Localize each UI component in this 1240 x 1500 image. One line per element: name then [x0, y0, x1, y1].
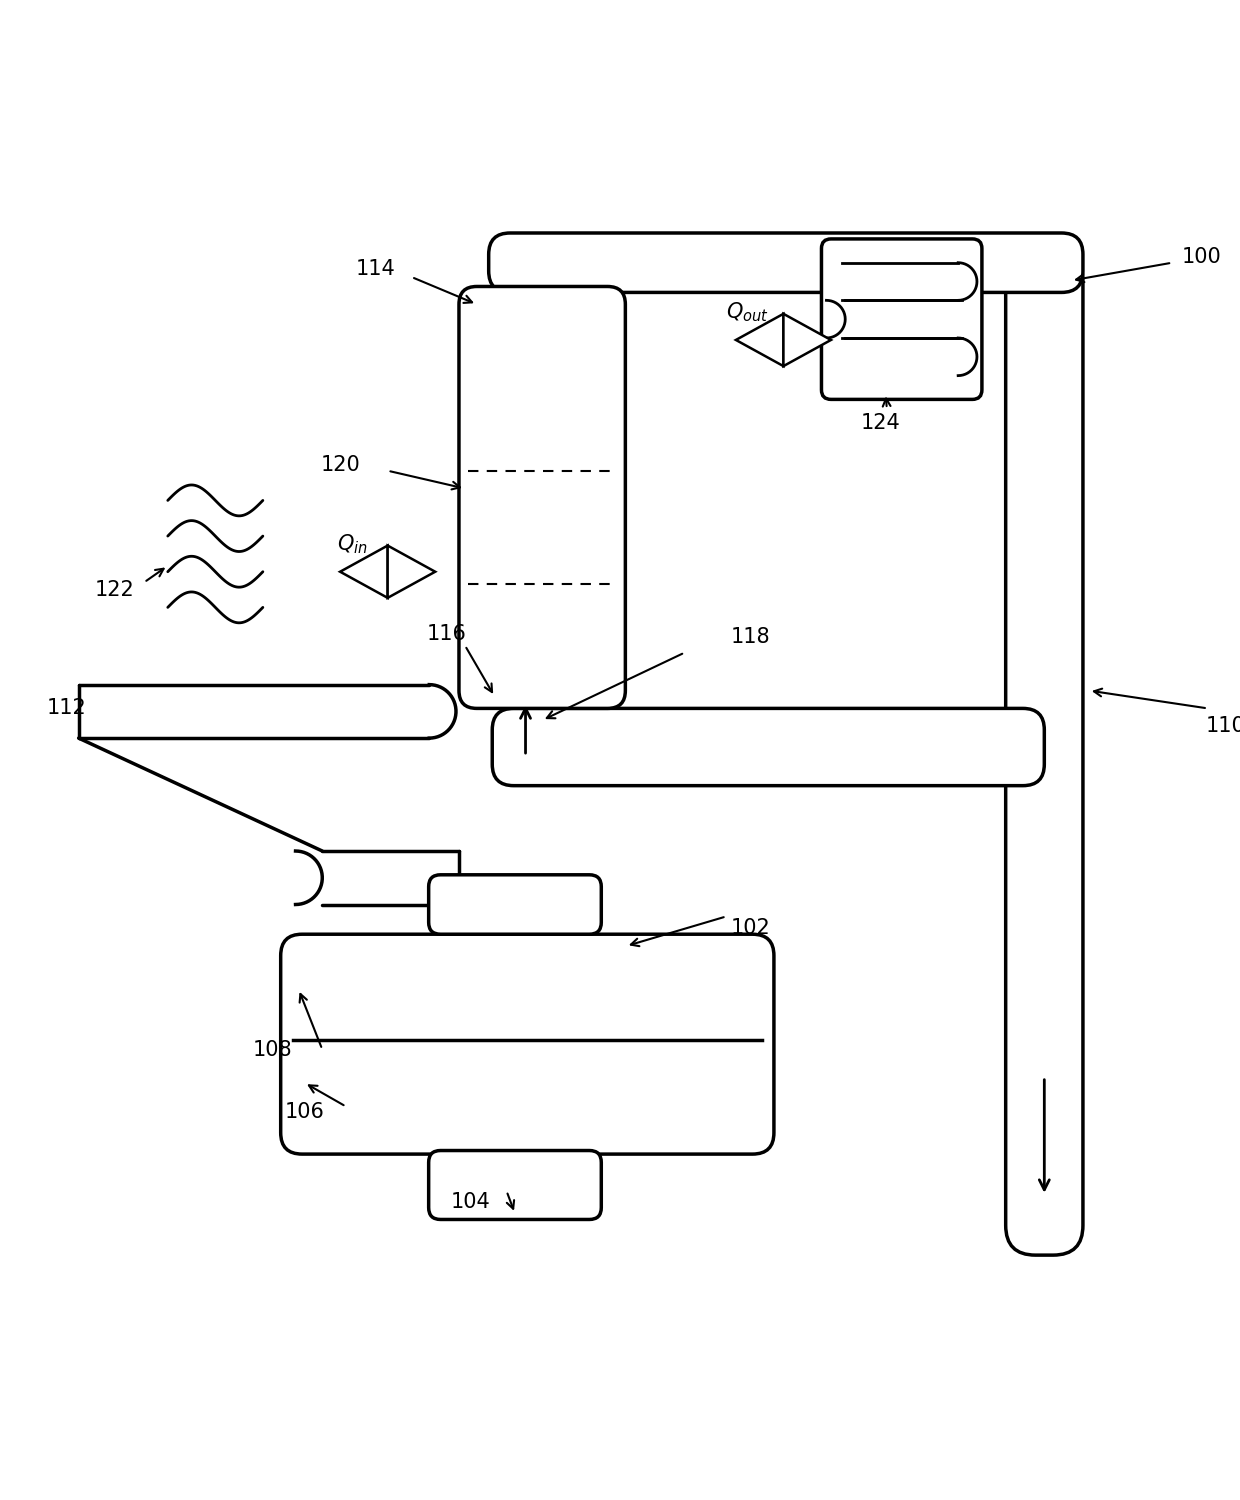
Text: $Q_{in}$: $Q_{in}$: [336, 532, 367, 556]
Polygon shape: [388, 546, 435, 598]
Text: 112: 112: [47, 699, 87, 718]
Text: 108: 108: [253, 1040, 293, 1059]
FancyBboxPatch shape: [492, 708, 1044, 786]
FancyBboxPatch shape: [429, 874, 601, 934]
Text: 120: 120: [320, 454, 360, 476]
Text: 102: 102: [730, 918, 770, 939]
Text: $Q_{out}$: $Q_{out}$: [727, 302, 769, 324]
FancyBboxPatch shape: [280, 934, 774, 1154]
Text: 110: 110: [1205, 716, 1240, 736]
FancyBboxPatch shape: [429, 1150, 601, 1220]
FancyBboxPatch shape: [1006, 251, 1083, 1256]
Text: 114: 114: [356, 258, 396, 279]
Polygon shape: [735, 314, 784, 366]
FancyBboxPatch shape: [821, 238, 982, 399]
Polygon shape: [340, 546, 388, 598]
Text: 104: 104: [451, 1191, 491, 1212]
FancyBboxPatch shape: [489, 232, 1083, 292]
Polygon shape: [784, 314, 831, 366]
FancyBboxPatch shape: [459, 286, 625, 708]
Text: 100: 100: [1182, 248, 1221, 267]
Text: 106: 106: [284, 1102, 325, 1122]
Text: 122: 122: [94, 579, 134, 600]
Text: 116: 116: [427, 624, 467, 644]
Text: 118: 118: [730, 627, 770, 646]
Text: 124: 124: [861, 413, 900, 434]
